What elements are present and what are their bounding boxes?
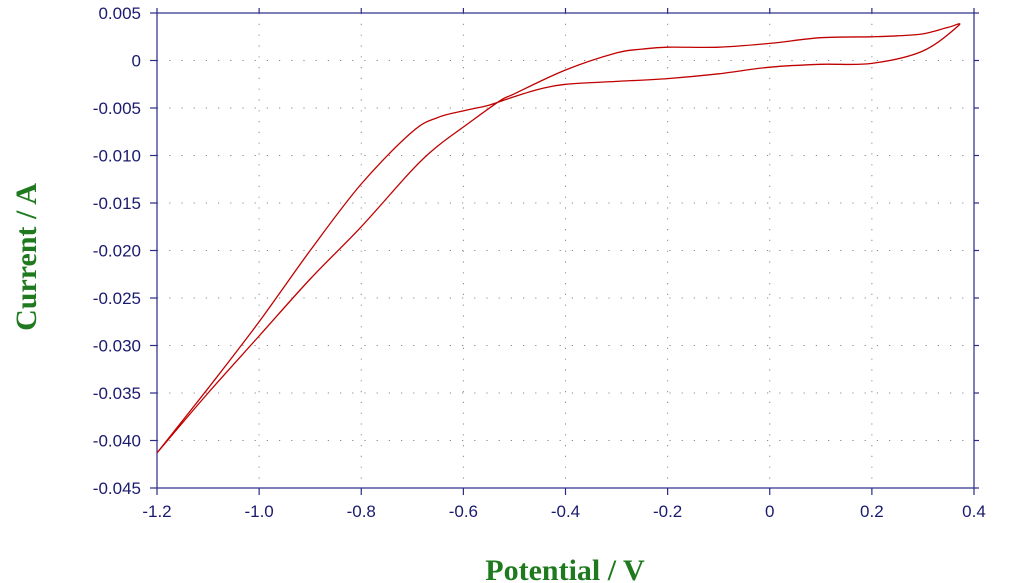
x-axis-title: Potential / V [485, 554, 645, 583]
y-tick-label: -0.020 [93, 242, 141, 261]
y-tick-label: -0.035 [93, 384, 141, 403]
x-tick-label: -0.6 [449, 502, 478, 521]
series [156, 23, 961, 454]
y-tick-label: -0.015 [93, 194, 141, 213]
y-tick-label: -0.045 [93, 479, 141, 498]
x-tick-label: 0.2 [860, 502, 884, 521]
x-tick-label: -1.0 [244, 502, 273, 521]
y-tick-label: -0.030 [93, 337, 141, 356]
x-tick-label: -0.8 [347, 502, 376, 521]
y-tick-label: -0.010 [93, 147, 141, 166]
x-tick-label: -0.2 [653, 502, 682, 521]
x-tick-label: -1.2 [142, 502, 171, 521]
x-tick-label: 0 [765, 502, 774, 521]
y-tick-label: 0.005 [98, 4, 141, 23]
x-tick-label: -0.4 [551, 502, 580, 521]
y-tick-label: 0 [132, 52, 141, 71]
axis-ticks [150, 8, 979, 495]
x-tick-label: 0.4 [962, 502, 986, 521]
y-tick-label: -0.040 [93, 432, 141, 451]
x-tick-labels: -1.2 -1.0 -0.8 -0.6 -0.4 -0.2 0 0.2 0.4 [142, 502, 985, 521]
y-tick-label: -0.005 [93, 99, 141, 118]
y-axis-title: Current / A [10, 183, 43, 331]
y-tick-label: -0.025 [93, 289, 141, 308]
y-tick-labels: 0.005 0 -0.005 -0.010 -0.015 -0.020 -0.025 -0.0… [93, 4, 141, 498]
series-line [156, 23, 961, 454]
